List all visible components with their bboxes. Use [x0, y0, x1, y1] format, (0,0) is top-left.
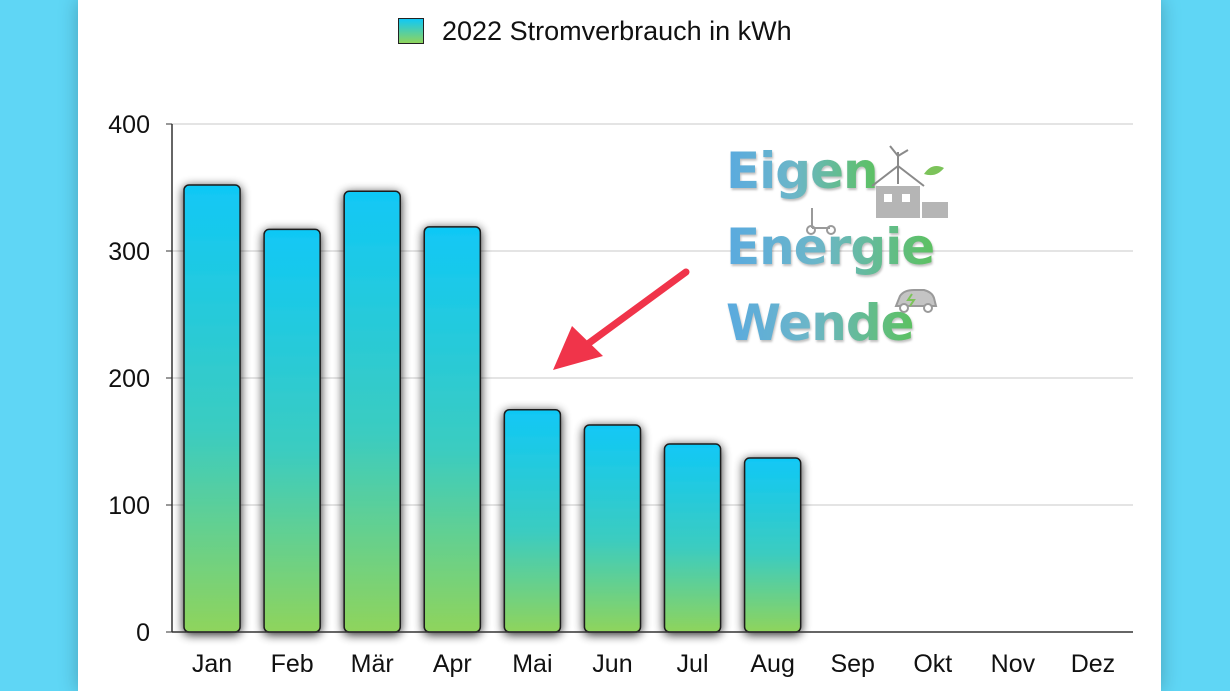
bar-jun [583, 424, 642, 633]
x-tick-label: Dez [1071, 650, 1115, 678]
electric-car-icon [894, 289, 938, 313]
chart-legend: 2022 Stromverbrauch in kWh [398, 14, 792, 48]
annotation-arrow [553, 268, 690, 370]
bars [183, 184, 802, 633]
axes [166, 123, 1133, 633]
bar-mär [343, 190, 401, 633]
x-tick-label: Aug [750, 650, 794, 678]
x-tick-label: Jan [192, 650, 232, 678]
scooter-icon [806, 208, 836, 235]
eigen-energie-wende-logo: Eigen Energie Wende [726, 142, 966, 362]
logo-line-1: Eigen [726, 142, 879, 200]
x-tick-label: Jul [677, 650, 709, 678]
logo-line-3: Wende [726, 294, 915, 352]
x-tick-label: Mai [512, 650, 552, 678]
x-tick-label: Feb [271, 650, 314, 678]
y-tick-label: 200 [108, 365, 150, 393]
bar-aug [743, 457, 802, 633]
x-tick-label: Jun [592, 650, 632, 678]
bar-jan [183, 184, 241, 633]
x-tick-label: Mär [351, 650, 394, 678]
x-tick-label: Okt [913, 650, 952, 678]
tick-labels: 0 100 200 300 400 Jan Feb Mär Apr Mai Jun Jul Aug Sep… [108, 111, 1115, 678]
bar-mai [503, 409, 562, 633]
legend-swatch [398, 18, 424, 44]
x-tick-label: Sep [830, 650, 874, 678]
legend-label: 2022 Stromverbrauch in kWh [442, 15, 792, 46]
y-tick-label: 300 [108, 238, 150, 266]
x-tick-label: Nov [991, 650, 1036, 678]
bar-apr [423, 226, 482, 633]
house-wind-turbine-icon [871, 145, 948, 218]
bar-jul [663, 443, 722, 633]
grid-lines [172, 123, 1133, 506]
x-tick-label: Apr [433, 650, 472, 678]
logo-line-2: Energie [726, 218, 935, 276]
y-tick-label: 400 [108, 111, 150, 139]
y-tick-label: 0 [136, 619, 150, 647]
y-tick-label: 100 [108, 492, 150, 520]
bar-feb [263, 228, 321, 633]
